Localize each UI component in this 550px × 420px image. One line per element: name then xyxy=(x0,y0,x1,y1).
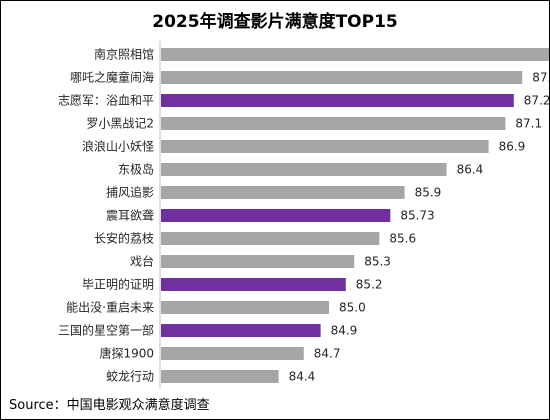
chart-title: 2025年调查影片满意度TOP15 xyxy=(152,12,398,32)
bar xyxy=(161,140,489,153)
category-label: 志愿军：浴血和平 xyxy=(58,94,154,108)
value-label: 84.4 xyxy=(289,370,316,384)
value-label: 87.2 xyxy=(524,94,549,108)
category-label: 毕正明的证明 xyxy=(82,277,154,292)
value-label: 85.9 xyxy=(415,186,442,200)
bar xyxy=(161,163,447,176)
bar xyxy=(161,71,523,84)
value-label: 87.3 xyxy=(532,71,549,85)
value-label: 85.2 xyxy=(356,278,383,292)
category-label: 蛟龙行动 xyxy=(106,369,154,384)
bar xyxy=(161,301,329,314)
value-label: 87.1 xyxy=(515,117,542,131)
bar xyxy=(161,186,405,199)
value-label: 85.6 xyxy=(389,232,416,246)
category-label: 东极岛 xyxy=(118,162,154,177)
value-label: 85.73 xyxy=(400,209,434,223)
bar xyxy=(161,232,380,245)
bar xyxy=(161,48,549,61)
bar-highlighted xyxy=(161,324,321,337)
category-label: 能出没·重启未来 xyxy=(66,300,154,315)
category-label: 唐探1900 xyxy=(99,346,154,361)
bar-highlighted xyxy=(161,94,514,107)
category-label: 浪浪山小妖怪 xyxy=(82,139,154,154)
bar-highlighted xyxy=(161,278,346,291)
value-label: 85.3 xyxy=(364,255,391,269)
bar xyxy=(161,347,304,360)
category-label: 罗小黑战记2 xyxy=(86,117,154,131)
bar xyxy=(161,255,355,268)
value-label: 86.4 xyxy=(457,163,484,177)
category-label: 南京照相馆 xyxy=(94,47,154,62)
category-label: 长安的荔枝 xyxy=(94,231,154,246)
category-label: 戏台 xyxy=(130,254,154,269)
bar xyxy=(161,117,506,130)
category-label: 三国的星空第一部 xyxy=(58,323,154,338)
bar xyxy=(161,370,279,383)
value-label: 84.7 xyxy=(314,347,341,361)
bar-highlighted xyxy=(161,209,391,222)
value-label: 84.9 xyxy=(331,324,358,338)
category-label: 哪吒之魔童闹海 xyxy=(70,70,154,85)
category-label: 震耳欲聋 xyxy=(106,208,154,223)
source-note: Source：中国电影观众满意度调查 xyxy=(9,398,210,413)
value-label: 85.0 xyxy=(339,301,366,315)
value-label: 86.9 xyxy=(499,140,526,154)
category-label: 捕风追影 xyxy=(106,185,154,200)
